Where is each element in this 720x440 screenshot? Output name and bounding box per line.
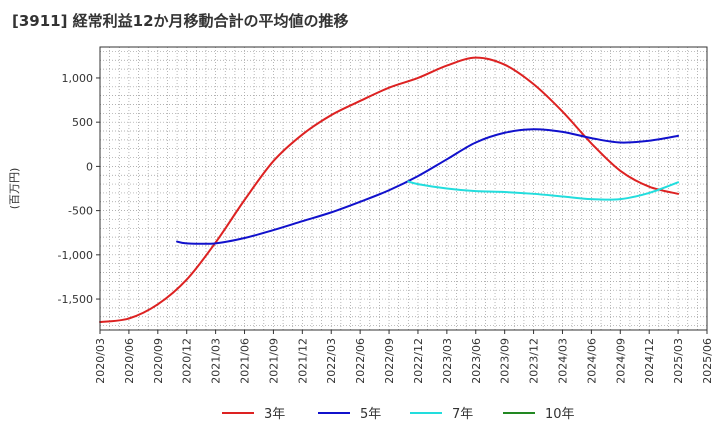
x-tick-label: 2024/09 [614, 338, 627, 384]
y-axis-label: (百万円) [8, 168, 21, 210]
x-tick-label: 2024/06 [585, 338, 598, 384]
chart-title: [3911] 経常利益12か月移動合計の平均値の推移 [12, 12, 349, 30]
x-tick-label: 2023/03 [441, 338, 454, 384]
x-tick-label: 2022/06 [354, 338, 367, 384]
y-tick-label: 0 [86, 160, 93, 173]
x-tick-label: 2024/03 [556, 338, 569, 384]
x-tick-label: 2023/06 [470, 338, 483, 384]
y-tick-label: -500 [68, 205, 93, 218]
x-tick-label: 2025/03 [672, 338, 685, 384]
x-axis: 2020/03 2020/06 2020/09 2020/12 2021/03 2021/… [94, 330, 714, 384]
x-tick-label: 2020/12 [181, 338, 194, 384]
plot-area [100, 47, 707, 330]
x-tick-label: 2022/03 [325, 338, 338, 384]
x-tick-label: 2022/12 [412, 338, 425, 384]
y-tick-label: 1,000 [62, 72, 94, 85]
series-line-1 [99, 56, 680, 324]
y-tick-label: -1,500 [58, 293, 93, 306]
legend-label: 5年 [360, 407, 381, 422]
x-tick-label: 2020/06 [123, 338, 136, 384]
series-line-3 [407, 180, 680, 201]
x-tick-label: 2022/09 [383, 338, 396, 384]
plot-border [99, 46, 708, 331]
legend-label: 7年 [452, 407, 473, 422]
x-tick-label: 2024/12 [643, 338, 656, 384]
series-layer [99, 56, 680, 324]
x-tick-label: 2025/06 [701, 338, 714, 384]
x-tick-label: 2023/09 [499, 338, 512, 384]
y-axis: 1,000 500 0 -500 -1,000 -1,500 [58, 72, 100, 306]
y-tick-label: 500 [72, 116, 93, 129]
series-line-2 [176, 128, 680, 245]
y-tick-label: -1,000 [58, 249, 93, 262]
x-tick-label: 2020/09 [152, 338, 165, 384]
x-tick-label: 2023/12 [528, 338, 541, 384]
x-tick-label: 2020/03 [94, 338, 107, 384]
x-tick-label: 2021/09 [267, 338, 280, 384]
x-tick-label: 2021/06 [239, 338, 252, 384]
x-tick-label: 2021/12 [296, 338, 309, 384]
legend-label: 3年 [264, 407, 285, 422]
x-tick-label: 2021/03 [210, 338, 223, 384]
legend-label: 10年 [545, 407, 575, 422]
legend: 3年 5年 7年 10年 [222, 407, 575, 422]
